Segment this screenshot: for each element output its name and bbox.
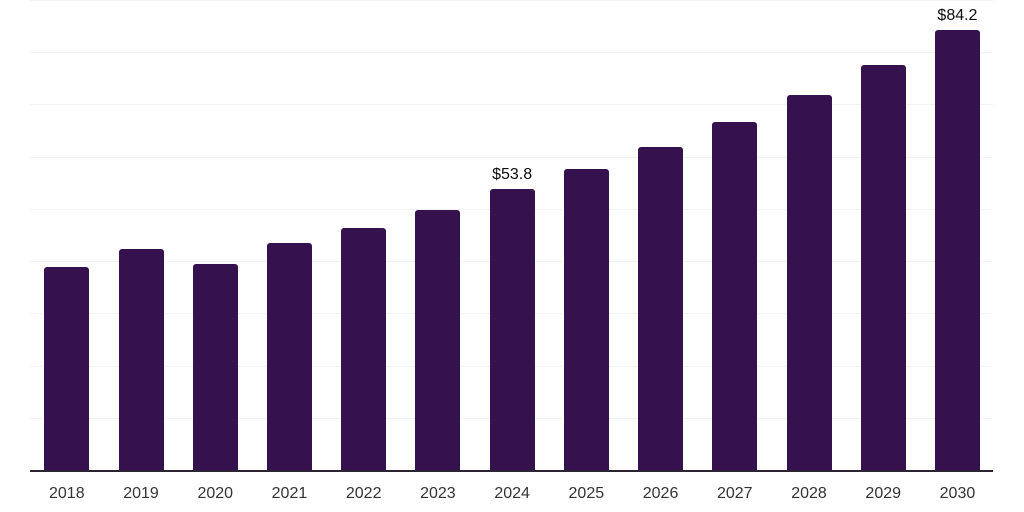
x-axis-label-2019: 2019: [123, 485, 159, 502]
bar-2028: [786, 95, 832, 470]
x-axis-label-2021: 2021: [271, 485, 308, 502]
bar-2024: [489, 189, 535, 470]
x-axis-label-2027: 2027: [716, 485, 753, 502]
x-axis-label-2022: 2022: [345, 485, 382, 502]
x-axis-line: [30, 470, 993, 472]
bar-2023: [415, 209, 461, 470]
bar-2030: [934, 30, 980, 470]
x-axis-label-2029: 2029: [865, 485, 902, 502]
x-axis-label-2030: 2030: [939, 485, 976, 502]
x-axis-label-2025: 2025: [568, 485, 605, 502]
x-axis-tick-labels: 2018 2019 2020 2021 2022 2023 2024 2025 2026 2027…: [30, 471, 993, 512]
bar-2019: [118, 248, 164, 470]
x-axis-label-2026: 2026: [642, 485, 679, 502]
bar-2018: [44, 267, 90, 470]
gridline: [30, 0, 993, 1]
gridline: [30, 104, 993, 106]
bar-2025: [563, 169, 609, 470]
bar-2021: [266, 243, 312, 470]
x-axis-label-2020: 2020: [197, 485, 234, 502]
gridline: [30, 156, 993, 158]
value-label-2024: $53.8: [492, 166, 533, 184]
gridline: [30, 52, 993, 54]
x-axis-label-2023: 2023: [420, 485, 456, 502]
bar-2029: [860, 64, 906, 470]
x-axis-label-2024: 2024: [494, 485, 530, 502]
bar-2027: [712, 122, 758, 470]
bar-2022: [341, 227, 387, 470]
bar-2026: [638, 146, 684, 470]
plot-area: $53.8 $84.2: [30, 0, 993, 470]
x-axis-label-2018: 2018: [49, 485, 85, 502]
x-axis-label-2028: 2028: [791, 485, 827, 502]
bar-2020: [192, 263, 238, 470]
value-label-2030: $84.2: [937, 7, 978, 25]
